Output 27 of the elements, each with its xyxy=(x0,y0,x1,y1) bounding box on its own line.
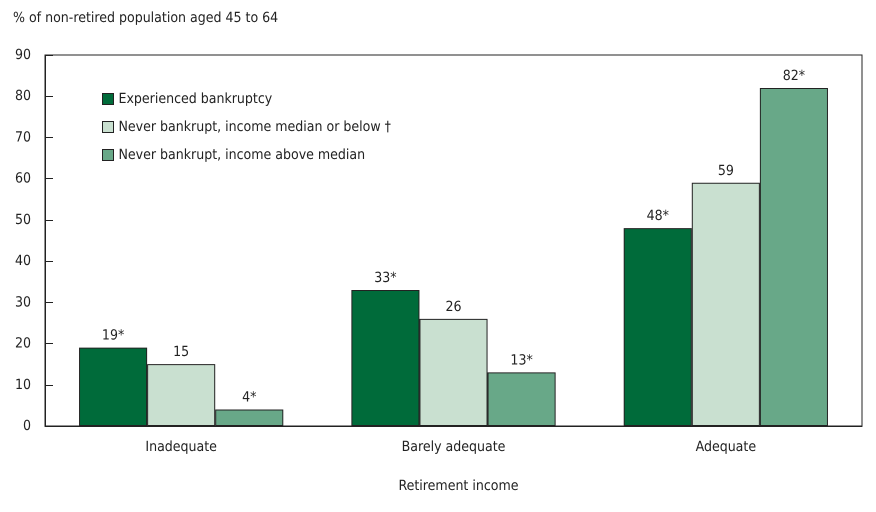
y-tick-label: 30 xyxy=(14,294,31,310)
y-axis-title: % of non-retired population aged 45 to 64 xyxy=(13,10,278,26)
y-tick-label: 20 xyxy=(14,336,31,352)
y-tick-label: 60 xyxy=(14,170,31,187)
y-tick-label: 80 xyxy=(14,88,31,104)
x-tick-label: Adequate xyxy=(696,439,756,455)
data-label: 82* xyxy=(782,68,806,84)
x-tick-label: Inadequate xyxy=(145,439,218,455)
y-tick-label: 40 xyxy=(14,253,31,270)
x-axis-title: Retirement income xyxy=(398,478,519,494)
data-label: 19* xyxy=(102,328,124,344)
x-tick-label: Barely adequate xyxy=(402,439,506,455)
y-tick-label: 90 xyxy=(14,47,31,63)
y-tick-label: 70 xyxy=(14,129,31,146)
legend-label: Never bankrupt, income above median xyxy=(118,147,366,163)
data-label: 15 xyxy=(173,344,190,360)
data-label: 48* xyxy=(646,208,669,224)
y-tick-label: 0 xyxy=(22,418,31,434)
data-label: 26 xyxy=(445,298,462,315)
legend-label: Never bankrupt, income median or below † xyxy=(118,119,391,135)
data-label: 13* xyxy=(510,352,533,368)
data-label: 4* xyxy=(242,390,256,406)
legend-label: Experienced bankruptcy xyxy=(118,91,273,107)
data-label: 59 xyxy=(718,162,734,179)
data-label: 33* xyxy=(374,270,397,286)
y-tick-label: 10 xyxy=(14,376,31,393)
y-tick-label: 50 xyxy=(14,212,31,228)
